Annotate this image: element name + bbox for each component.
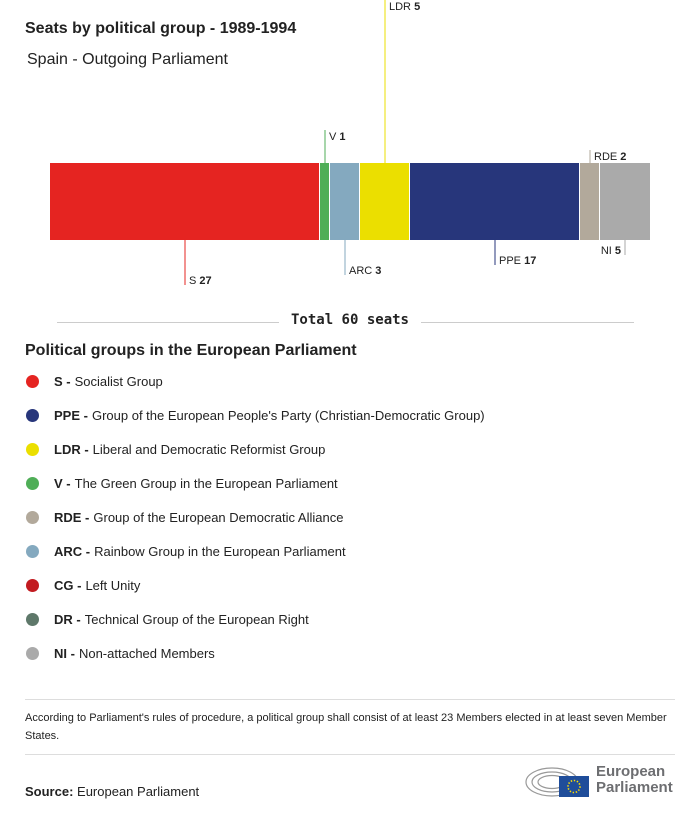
legend-dot-icon (26, 442, 39, 456)
legend-item: RDE - Group of the European Democratic Al… (25, 500, 485, 534)
legend-name: Left Unity (85, 577, 141, 593)
data-label-ni: NI 5 (601, 245, 621, 257)
legend-dot-icon (26, 578, 39, 592)
legend-dot-icon (26, 646, 39, 660)
total-seats-label: Total 60 seats (278, 312, 421, 328)
legend-code: ARC - (54, 543, 91, 559)
footnote: According to Parliament's rules of proce… (25, 699, 675, 755)
data-label-s: S 27 (189, 275, 212, 287)
data-label-ldr: LDR 5 (389, 1, 420, 13)
legend-name: The Green Group in the European Parliame… (74, 475, 338, 491)
hemicycle-flag-icon (525, 767, 589, 797)
logo-line2: Parliament (596, 779, 673, 796)
european-parliament-logo: European Parliament (524, 762, 673, 798)
legend-dot-icon (26, 544, 39, 558)
legend-dot-icon (26, 612, 39, 626)
legend-name: Liberal and Democratic Reformist Group (92, 441, 326, 457)
legend-item: S - Socialist Group (25, 364, 485, 398)
legend-code: CG - (54, 577, 82, 593)
bar-segment-ppe (410, 163, 579, 240)
legend-dot-icon (26, 476, 39, 490)
data-label-v: V 1 (329, 131, 346, 143)
legend-dot-icon (26, 408, 39, 422)
legend-item: DR - Technical Group of the European Righ… (25, 602, 485, 636)
legend-dot-icon (26, 374, 39, 388)
bar-segment-rde (580, 163, 599, 240)
bar-segment-ni (600, 163, 650, 240)
seat-bar-chart: S 27 V 1 ARC 3 LDR 5 PPE 17 RDE 2 NI 5 (50, 0, 650, 287)
source-value: European Parliament (77, 784, 200, 799)
legend-item: PPE - Group of the European People's Part… (25, 398, 485, 432)
chart-title: Seats by political group - 1989-1994 (25, 20, 297, 37)
legend-item: NI - Non-attached Members (25, 636, 485, 670)
legend-name: Group of the European Democratic Allianc… (93, 509, 344, 525)
bar-segment-v (320, 163, 329, 240)
legend-name: Socialist Group (74, 373, 163, 389)
legend: S - Socialist Group PPE - Group of the Euro… (25, 364, 485, 670)
legend-title: Political groups in the European Parliam… (25, 342, 357, 359)
data-label-arc: ARC 3 (349, 265, 381, 277)
legend-item: V - The Green Group in the European Parli… (25, 466, 485, 500)
data-label-rde: RDE 2 (594, 151, 626, 163)
bar-segment-ldr (360, 163, 409, 240)
chart-subtitle: Spain - Outgoing Parliament (27, 51, 228, 68)
legend-code: RDE - (54, 509, 90, 525)
legend-item: LDR - Liberal and Democratic Reformist Gr… (25, 432, 485, 466)
data-label-ppe: PPE 17 (499, 255, 536, 267)
bar-segment-arc (330, 163, 359, 240)
legend-code: DR - (54, 611, 81, 627)
source: Source: European Parliament (25, 784, 199, 799)
legend-code: V - (54, 475, 71, 491)
bar-segment-s (50, 163, 319, 240)
legend-code: NI - (54, 645, 75, 661)
legend-name: Group of the European People's Party (Ch… (91, 407, 485, 423)
total-seats: Total 60 seats (0, 312, 700, 328)
legend-code: S - (54, 373, 71, 389)
source-label: Source: (25, 784, 74, 799)
legend-name: Non-attached Members (78, 645, 215, 661)
legend-name: Rainbow Group in the European Parliament (94, 543, 346, 559)
legend-name: Technical Group of the European Right (84, 611, 309, 627)
legend-item: ARC - Rainbow Group in the European Parli… (25, 534, 485, 568)
legend-code: PPE - (54, 407, 88, 423)
legend-item: CG - Left Unity (25, 568, 485, 602)
legend-dot-icon (26, 510, 39, 524)
logo-line1: European (596, 763, 666, 780)
legend-code: LDR - (54, 441, 89, 457)
